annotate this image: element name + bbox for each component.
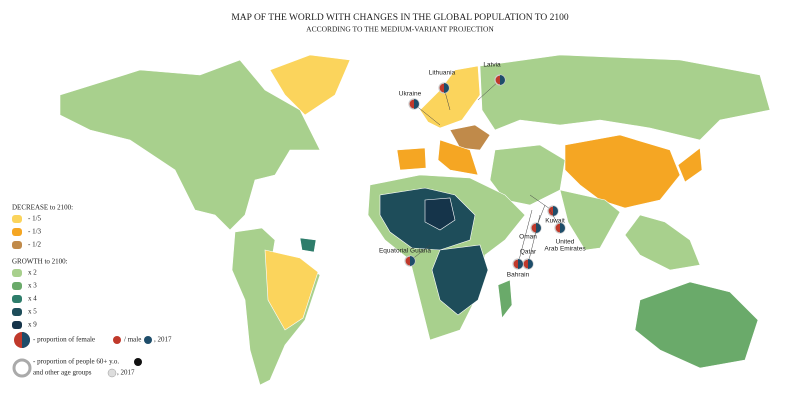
pie-icon [410, 256, 415, 266]
country-label: United [556, 239, 575, 246]
legend-label: x 9 [28, 321, 37, 329]
female-dot [113, 336, 121, 344]
legend-swatch [12, 228, 22, 236]
pie-icon [553, 206, 558, 216]
country-label: Kuwait [545, 218, 565, 225]
callouts: Latvia Lithuania Ukraine Kuwait Oman Qatar Bah… [379, 62, 586, 279]
age-text: - proportion of people 60+ y.o. [33, 358, 119, 366]
legend-swatch [12, 241, 22, 249]
legend-label: - 1/5 [28, 215, 42, 223]
pie-icon [560, 223, 565, 233]
legend: DECREASE to 2100: GROWTH to 2100: - prop… [12, 204, 172, 378]
legend-label: x 3 [28, 282, 37, 290]
legend-swatch [12, 269, 22, 277]
legend-label: x 2 [28, 269, 37, 277]
pie-icon [528, 259, 533, 269]
pie-icon [500, 75, 505, 85]
title: MAP OF THE WORLD WITH CHANGES IN THE GLO… [231, 13, 569, 23]
legend-title: DECREASE to 2100: [12, 204, 73, 212]
country-label: Lithuania [429, 70, 456, 77]
leader [517, 209, 533, 265]
elder-dot [134, 358, 142, 366]
country-label: Oman [519, 234, 537, 241]
male-dot [144, 336, 152, 344]
leader [527, 214, 541, 265]
world-map [59, 54, 771, 386]
pie-icon [414, 99, 419, 109]
legend-swatch [12, 215, 22, 223]
year-text: , 2017 [154, 336, 172, 344]
legend-swatch [12, 282, 22, 290]
country-label: Qatar [520, 249, 537, 256]
legend-label: - 1/3 [28, 228, 42, 236]
legend-swatch [12, 321, 22, 329]
legend-label: x 4 [28, 295, 37, 303]
country-label: Ukraine [399, 91, 422, 98]
pie-icon [444, 83, 449, 93]
country-label: Bahrain [507, 272, 530, 279]
other-dot [107, 368, 117, 378]
age-text: and other age groups [33, 369, 92, 377]
country-label: Latvia [483, 62, 501, 69]
legend-swatch [12, 295, 22, 303]
gender-text: - proportion of female [33, 336, 95, 344]
legend-title: GROWTH to 2100: [12, 258, 68, 266]
country-label: Arab Emirates [544, 246, 586, 253]
year-text: , 2017 [117, 369, 135, 377]
country-label: Equatorial Guiana [379, 248, 431, 255]
legend-label: x 5 [28, 308, 37, 316]
male-text: / male [124, 336, 141, 344]
legend-swatch [12, 308, 22, 316]
gender-icon [22, 332, 30, 348]
legend-label: - 1/2 [28, 241, 42, 249]
age-icon [12, 358, 32, 378]
subtitle: ACCORDING TO THE MEDIUM-VARIANT PROJECTI… [306, 25, 494, 34]
pie-icon [518, 259, 523, 269]
